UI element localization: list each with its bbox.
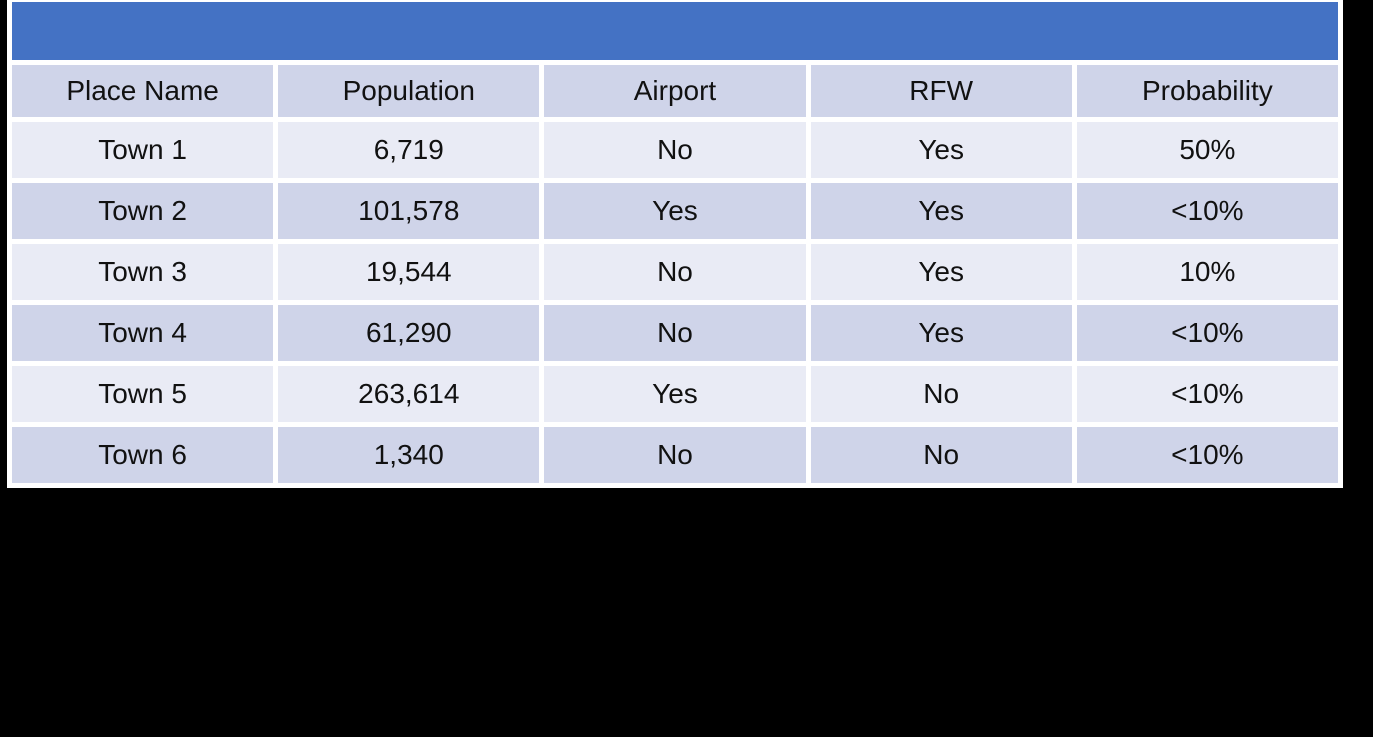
cell-probability: 10%: [1076, 244, 1338, 300]
cell-probability: <10%: [1076, 427, 1338, 483]
cell-airport: Yes: [544, 183, 806, 239]
cell-airport: No: [544, 305, 806, 361]
cell-rfw: Yes: [810, 183, 1072, 239]
table-title-row: [12, 2, 1338, 60]
cell-population: 1,340: [278, 427, 540, 483]
cell-probability: <10%: [1076, 366, 1338, 422]
table-row: Town 1 6,719 No Yes 50%: [12, 122, 1338, 178]
cell-rfw: Yes: [810, 122, 1072, 178]
cell-airport: No: [544, 427, 806, 483]
cell-probability: <10%: [1076, 305, 1338, 361]
table-row: Town 5 263,614 Yes No <10%: [12, 366, 1338, 422]
cell-airport: No: [544, 122, 806, 178]
column-header-population: Population: [278, 65, 540, 117]
cell-place-name: Town 3: [12, 244, 274, 300]
cell-rfw: Yes: [810, 244, 1072, 300]
cell-population: 101,578: [278, 183, 540, 239]
column-header-row: Place Name Population Airport RFW Probab…: [12, 65, 1338, 117]
table-row: Town 3 19,544 No Yes 10%: [12, 244, 1338, 300]
data-table: Place Name Population Airport RFW Probab…: [7, 0, 1343, 488]
cell-place-name: Town 1: [12, 122, 274, 178]
table-title-bar: [12, 2, 1338, 60]
cell-place-name: Town 5: [12, 366, 274, 422]
column-header-airport: Airport: [544, 65, 806, 117]
cell-place-name: Town 6: [12, 427, 274, 483]
cell-place-name: Town 4: [12, 305, 274, 361]
cell-probability: <10%: [1076, 183, 1338, 239]
cell-population: 6,719: [278, 122, 540, 178]
cell-population: 19,544: [278, 244, 540, 300]
cell-airport: No: [544, 244, 806, 300]
cell-rfw: Yes: [810, 305, 1072, 361]
cell-probability: 50%: [1076, 122, 1338, 178]
column-header-place-name: Place Name: [12, 65, 274, 117]
column-header-rfw: RFW: [810, 65, 1072, 117]
column-header-probability: Probability: [1076, 65, 1338, 117]
table-row: Town 4 61,290 No Yes <10%: [12, 305, 1338, 361]
cell-population: 61,290: [278, 305, 540, 361]
table-row: Town 6 1,340 No No <10%: [12, 427, 1338, 483]
cell-airport: Yes: [544, 366, 806, 422]
cell-place-name: Town 2: [12, 183, 274, 239]
cell-rfw: No: [810, 366, 1072, 422]
cell-rfw: No: [810, 427, 1072, 483]
table-row: Town 2 101,578 Yes Yes <10%: [12, 183, 1338, 239]
cell-population: 263,614: [278, 366, 540, 422]
